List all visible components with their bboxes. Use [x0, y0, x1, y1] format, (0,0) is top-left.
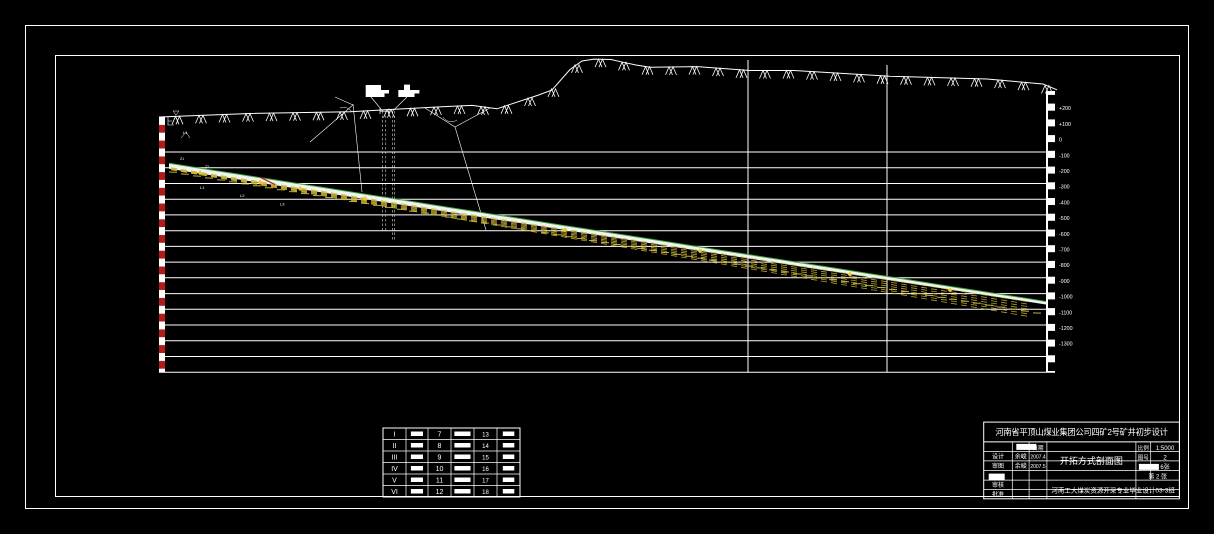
svg-text:河南工大煤炭资源开采专业毕业设计03-3班: 河南工大煤炭资源开采专业毕业设计03-3班 [1051, 485, 1175, 494]
svg-text:7: 7 [438, 431, 442, 438]
svg-text:日期: 日期 [1032, 445, 1044, 452]
svg-text:-100: -100 [1059, 153, 1070, 159]
svg-text:余峻: 余峻 [1015, 462, 1027, 470]
svg-text:+200: +200 [1059, 106, 1071, 112]
svg-text:I: I [394, 431, 396, 438]
svg-text:批准: 批准 [992, 490, 1004, 498]
svg-text:12: 12 [436, 489, 444, 496]
svg-text:6张: 6张 [1160, 463, 1169, 471]
svg-text:9: 9 [438, 454, 442, 461]
svg-text:16: 16 [482, 467, 489, 473]
svg-text:-1100: -1100 [1059, 310, 1072, 316]
svg-text:-200: -200 [1059, 169, 1070, 175]
svg-text:+100: +100 [1059, 122, 1071, 128]
svg-text:-800: -800 [1059, 263, 1070, 269]
svg-text:10: 10 [436, 466, 444, 473]
svg-text:L1: L1 [183, 130, 188, 135]
svg-text:18: 18 [482, 490, 489, 496]
svg-text:V: V [392, 477, 397, 484]
svg-text:Z1: Z1 [180, 157, 184, 161]
svg-text:-900: -900 [1059, 279, 1070, 285]
svg-text:-400: -400 [1059, 200, 1070, 206]
svg-text:-1200: -1200 [1059, 326, 1073, 332]
svg-text:-600: -600 [1059, 232, 1070, 238]
svg-text:VI: VI [391, 489, 398, 496]
svg-text:17: 17 [482, 478, 489, 484]
svg-text:2: 2 [1163, 454, 1167, 461]
svg-text:-1000: -1000 [1059, 295, 1073, 301]
svg-text:L2: L2 [240, 193, 245, 198]
svg-text:2007.4: 2007.4 [1030, 454, 1046, 460]
svg-text:Z2: Z2 [205, 165, 209, 169]
svg-text:8: 8 [438, 443, 442, 450]
svg-text:设计: 设计 [992, 452, 1004, 460]
svg-text:L3: L3 [280, 201, 285, 206]
svg-text:开拓方式剖面图: 开拓方式剖面图 [1060, 455, 1123, 466]
svg-text:0: 0 [1059, 138, 1062, 144]
svg-text:比例: 比例 [1138, 444, 1150, 452]
svg-text:11: 11 [436, 477, 443, 484]
svg-text:审图: 审图 [992, 462, 1004, 470]
svg-text:1:5000: 1:5000 [1156, 446, 1175, 452]
svg-text:-300: -300 [1059, 185, 1070, 191]
svg-text:III: III [392, 454, 398, 461]
svg-text:2007.5: 2007.5 [1030, 464, 1046, 470]
svg-text:第 2 张: 第 2 张 [1148, 473, 1167, 481]
svg-text:14: 14 [482, 444, 489, 450]
svg-text:L1: L1 [200, 185, 205, 190]
svg-text:审核: 审核 [992, 481, 1004, 489]
svg-text:15: 15 [482, 455, 489, 461]
svg-text:-700: -700 [1059, 248, 1070, 254]
svg-text:-1300: -1300 [1059, 342, 1073, 348]
svg-text:-500: -500 [1059, 216, 1070, 222]
svg-text:余峻: 余峻 [1015, 452, 1027, 460]
svg-text:河南省平顶山煤业集团公司四矿2号矿井初步设计: 河南省平顶山煤业集团公司四矿2号矿井初步设计 [995, 427, 1167, 437]
svg-text:IV: IV [391, 466, 398, 473]
svg-text:13: 13 [482, 432, 489, 438]
svg-text:II: II [393, 443, 397, 450]
svg-text:图号: 图号 [1138, 453, 1150, 461]
